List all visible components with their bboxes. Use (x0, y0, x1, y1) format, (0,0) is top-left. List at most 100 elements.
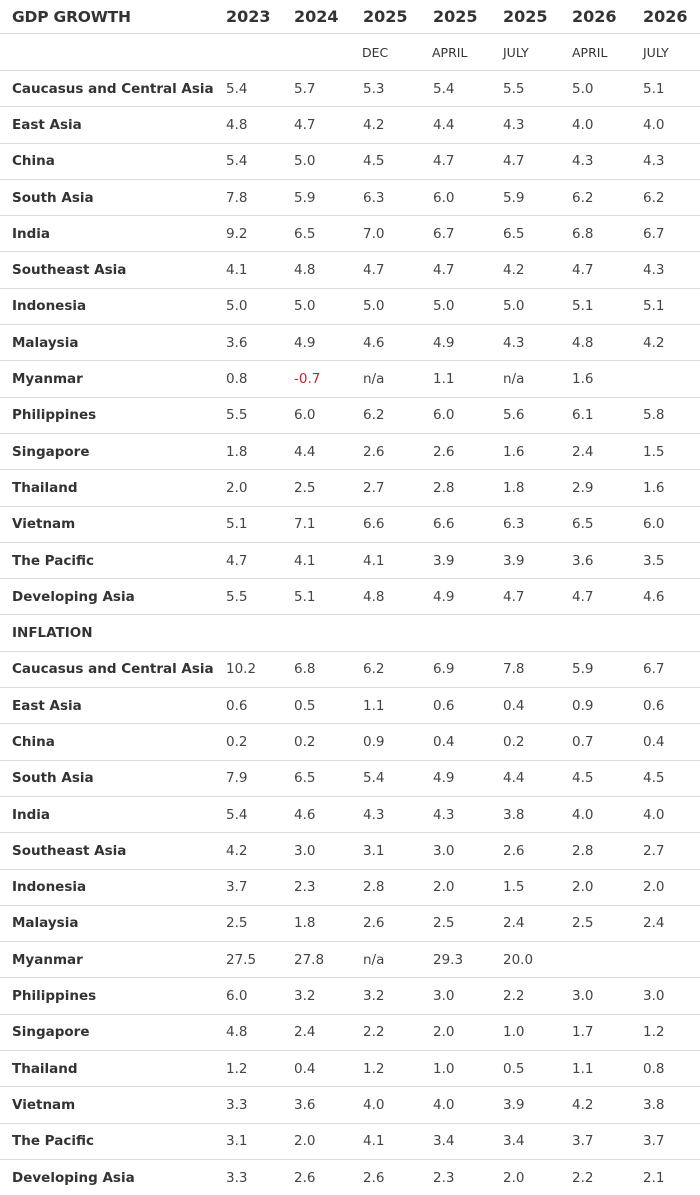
table-cell: 0.4 (503, 697, 525, 714)
row-label: Caucasus and Central Asia (12, 661, 214, 678)
table-cell: 4.8 (294, 262, 316, 279)
inflation-title: INFLATION (12, 625, 93, 642)
table-cell: 4.0 (363, 1096, 385, 1113)
table-cell: 3.2 (363, 988, 385, 1005)
table-cell: 2.4 (294, 1024, 316, 1041)
table-row: East Asia 4.8 4.7 4.2 4.4 4.3 4.0 4.0 (0, 107, 700, 144)
row-label: Southeast Asia (12, 262, 127, 279)
table-cell: 4.0 (643, 116, 665, 133)
table-cell: 4.7 (503, 588, 525, 605)
table-row: Thailand 2.0 2.5 2.7 2.8 1.8 2.9 1.6 (0, 470, 700, 507)
table-cell: 2.3 (294, 879, 316, 896)
table-cell: 2.0 (433, 879, 455, 896)
table-row: Caucasus and Central Asia 10.2 6.8 6.2 6.9 7.… (0, 652, 700, 689)
table-row: Myanmar 27.5 27.8 n/a 29.3 20.0 (0, 942, 700, 979)
table-cell: 5.4 (226, 80, 248, 97)
subheader-july-2025: JULY (503, 44, 529, 60)
table-cell: 7.0 (363, 225, 385, 242)
table-cell: 6.5 (572, 516, 594, 533)
table-cell: 2.5 (572, 915, 594, 932)
row-label: The Pacific (12, 552, 94, 569)
table-cell: 4.4 (294, 443, 316, 460)
table-row: Malaysia 3.6 4.9 4.6 4.9 4.3 4.8 4.2 (0, 325, 700, 362)
table-cell: 5.1 (294, 588, 316, 605)
table-cell: 3.0 (572, 988, 594, 1005)
row-label: Indonesia (12, 298, 87, 315)
table-cell: 6.2 (643, 189, 665, 206)
row-label: South Asia (12, 189, 94, 206)
table-cell: 1.5 (643, 443, 665, 460)
table-cell: 0.2 (294, 733, 316, 750)
row-label: Developing Asia (12, 1169, 135, 1186)
table-cell: 2.6 (433, 443, 455, 460)
table-cell: 3.1 (226, 1133, 248, 1150)
table-cell: 4.7 (363, 262, 385, 279)
table-cell: 5.5 (226, 588, 248, 605)
table-cell: 3.3 (226, 1169, 248, 1186)
table-row: Singapore 4.8 2.4 2.2 2.0 1.0 1.7 1.2 (0, 1015, 700, 1052)
table-cell: 5.0 (294, 298, 316, 315)
table-cell: 2.1 (643, 1169, 665, 1186)
table-cell: 3.0 (643, 988, 665, 1005)
table-cell: 4.1 (363, 1133, 385, 1150)
table-cell: 3.7 (572, 1133, 594, 1150)
table-cell: 2.8 (572, 842, 594, 859)
row-label: Malaysia (12, 915, 79, 932)
table-cell: 27.5 (226, 951, 257, 968)
table-row: Southeast Asia 4.2 3.0 3.1 3.0 2.6 2.8 2.7 (0, 833, 700, 870)
row-label: Thailand (12, 479, 78, 496)
table-row: Caucasus and Central Asia 5.4 5.7 5.3 5.4 5.5… (0, 71, 700, 108)
table-cell: 5.3 (363, 80, 385, 97)
table-cell: 1.8 (294, 915, 316, 932)
table-cell: 6.0 (643, 516, 665, 533)
table-cell: 0.7 (572, 733, 594, 750)
table-cell: 4.6 (294, 806, 316, 823)
table-cell: 3.1 (363, 842, 385, 859)
table-cell: 4.8 (363, 588, 385, 605)
row-label: Philippines (12, 988, 97, 1005)
table-cell: 1.1 (363, 697, 385, 714)
table-cell: 4.4 (433, 116, 455, 133)
table-cell: 0.5 (294, 697, 316, 714)
table-cell: 2.0 (226, 479, 248, 496)
table-cell: 6.8 (294, 661, 316, 678)
table-cell: 4.6 (643, 588, 665, 605)
table-cell: 0.2 (226, 733, 248, 750)
table-cell: 6.0 (433, 407, 455, 424)
table-cell: 5.5 (226, 407, 248, 424)
table-cell: 4.7 (433, 262, 455, 279)
table-cell: 6.2 (572, 189, 594, 206)
table-cell: n/a (363, 371, 385, 388)
table-cell: 2.4 (572, 443, 594, 460)
table-cell: 2.0 (572, 879, 594, 896)
table-cell: 4.1 (226, 262, 248, 279)
table-cell: 2.9 (572, 479, 594, 496)
table-cell: 0.4 (294, 1060, 316, 1077)
table-subheader-row: DEC APRIL JULY APRIL JULY (0, 33, 700, 71)
table-cell: 2.8 (363, 879, 385, 896)
table-cell: 1.1 (572, 1060, 594, 1077)
table-cell: 4.5 (572, 770, 594, 787)
table-cell: 6.1 (572, 407, 594, 424)
table-cell: 5.4 (226, 806, 248, 823)
table-cell: 2.7 (363, 479, 385, 496)
row-label: China (12, 153, 55, 170)
table-row: Developing Asia 5.5 5.1 4.8 4.9 4.7 4.7 4.6 (0, 579, 700, 616)
row-label: Malaysia (12, 334, 79, 351)
table-cell: 1.6 (572, 371, 594, 388)
table-cell: 5.7 (294, 80, 316, 97)
table-cell: 1.0 (503, 1024, 525, 1041)
year-header-2026-april: 2026 (572, 7, 617, 26)
table-cell: 4.3 (503, 116, 525, 133)
table-cell: 5.0 (572, 80, 594, 97)
table-cell: n/a (363, 951, 385, 968)
table-row: Philippines 5.5 6.0 6.2 6.0 5.6 6.1 5.8 (0, 398, 700, 434)
table-cell: 3.4 (503, 1133, 525, 1150)
row-label: India (12, 225, 51, 242)
table-cell: 4.1 (363, 552, 385, 569)
table-cell: 0.9 (572, 697, 594, 714)
table-cell: 3.6 (226, 334, 248, 351)
table-cell: 6.0 (226, 988, 248, 1005)
table-cell: 3.3 (226, 1096, 248, 1113)
